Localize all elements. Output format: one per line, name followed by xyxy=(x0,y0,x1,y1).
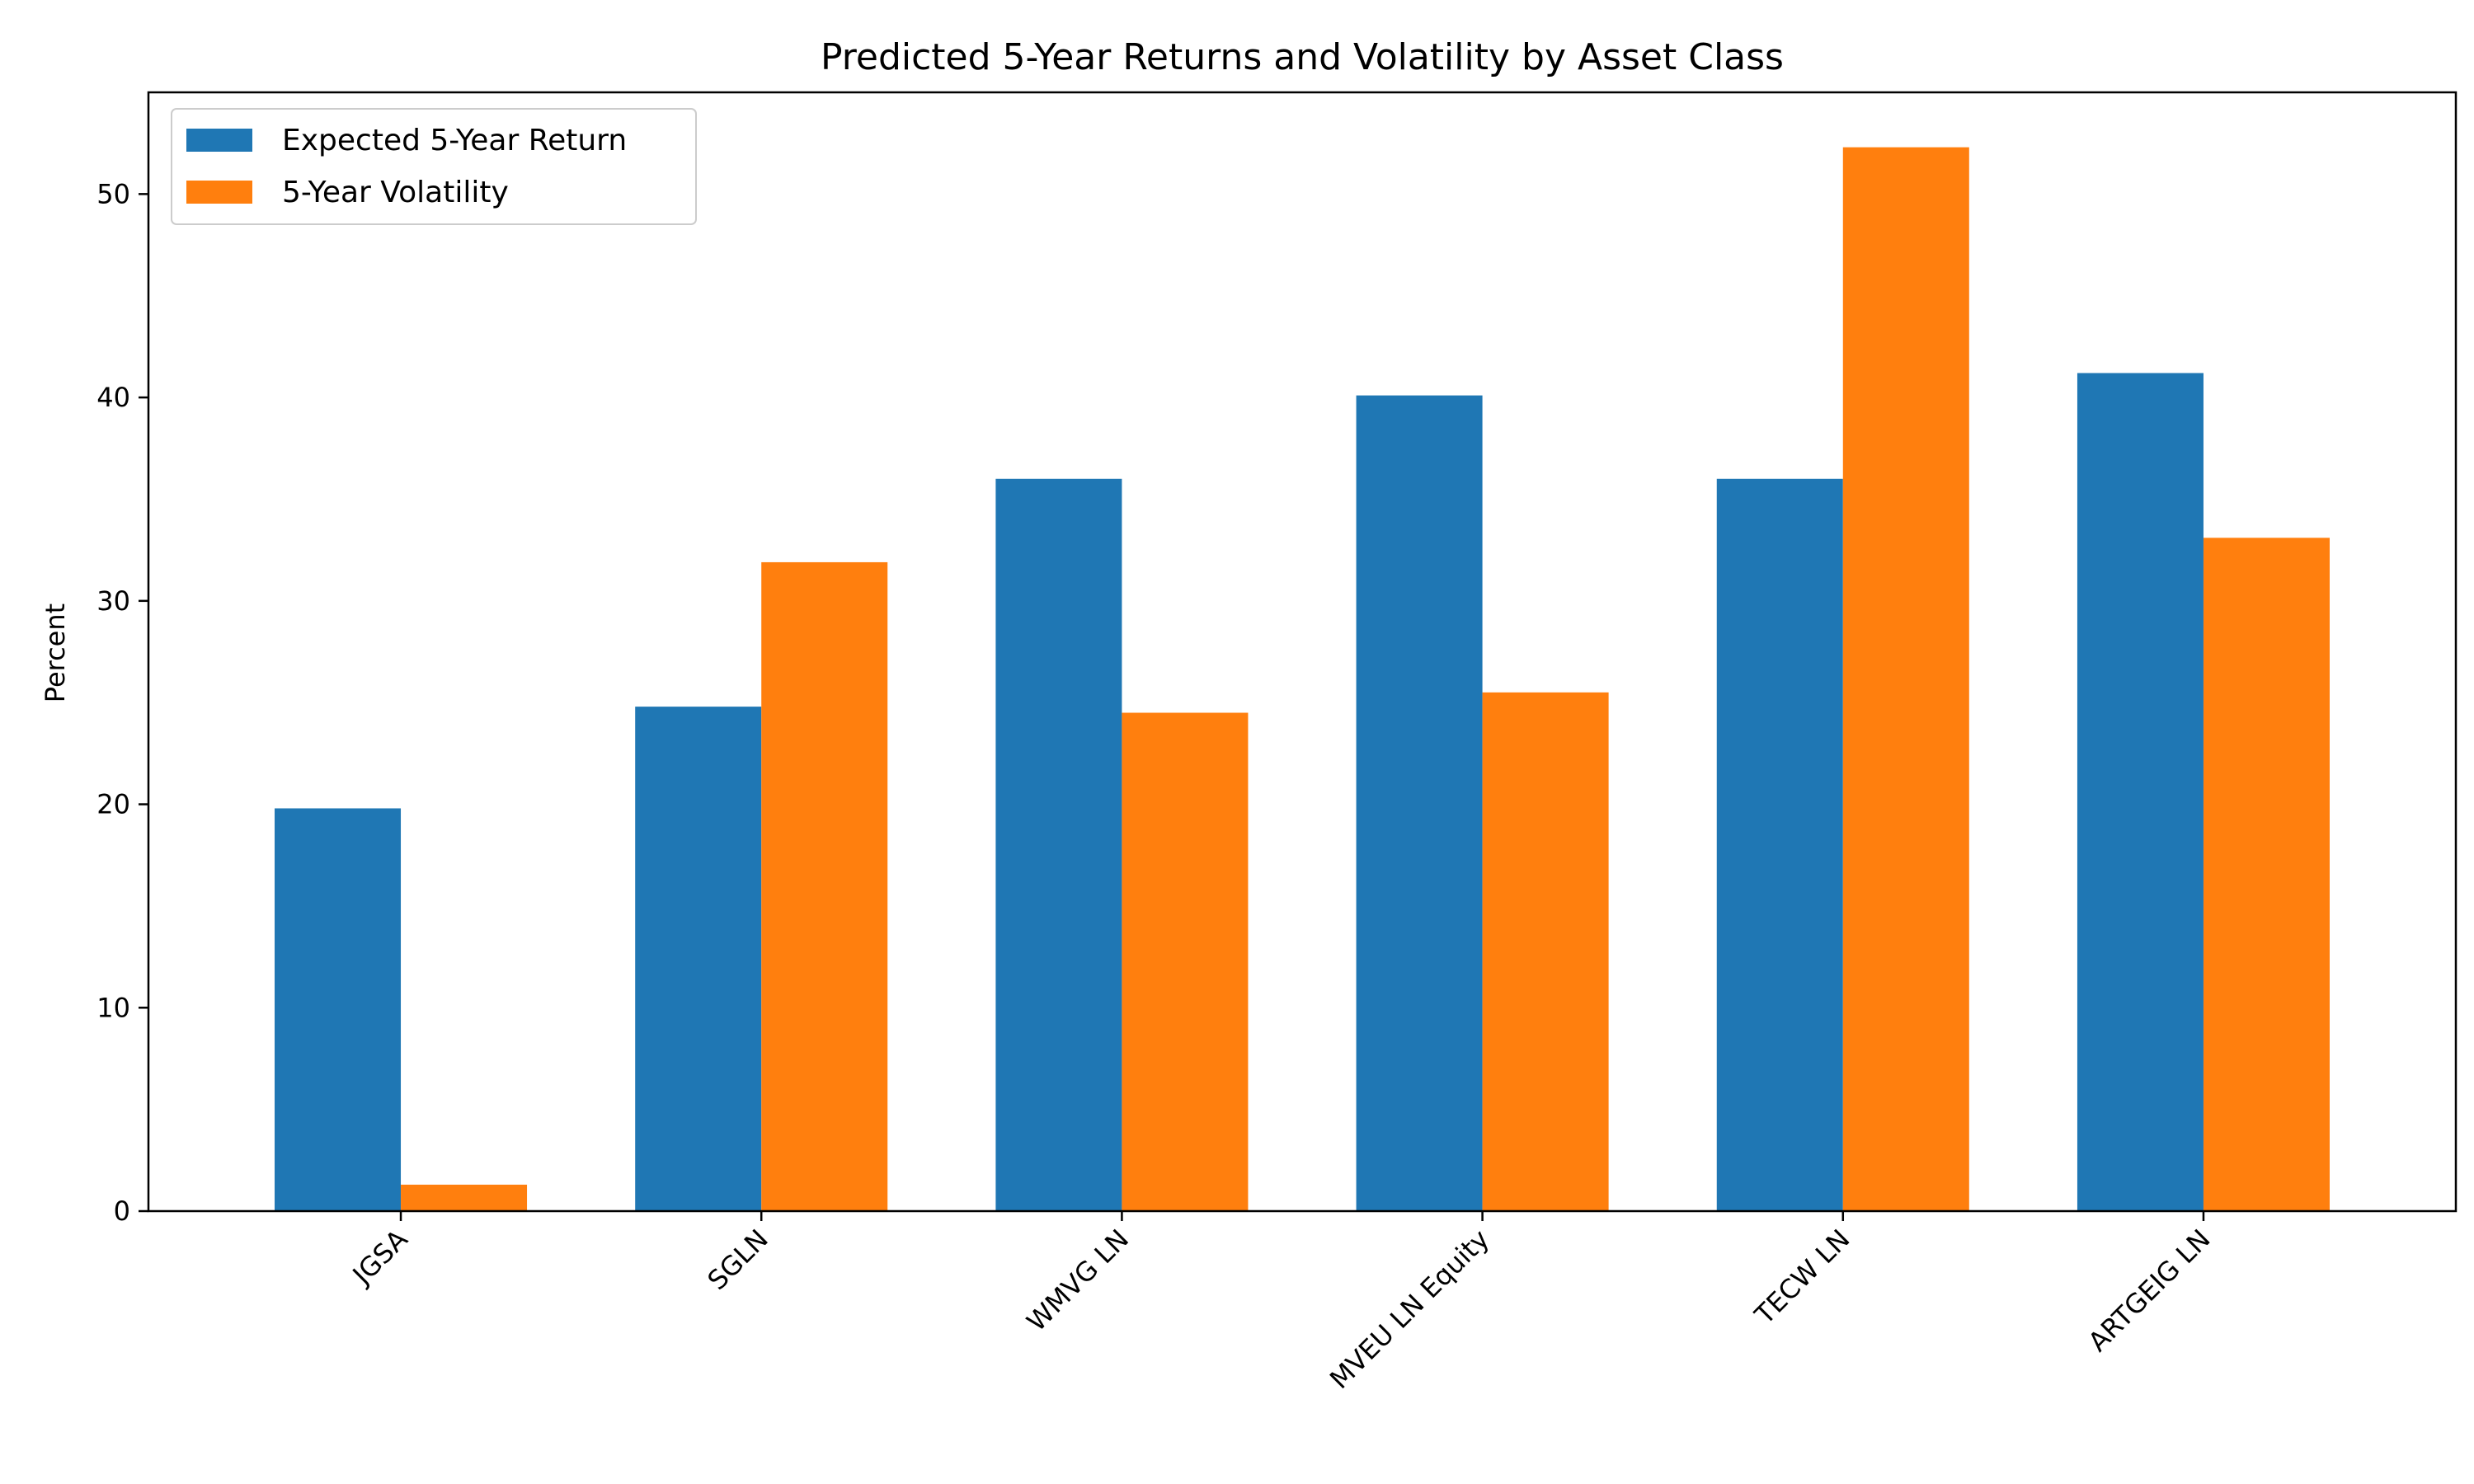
bar-series-1-1 xyxy=(761,561,888,1211)
x-tick-label-1: SGLN xyxy=(702,1223,774,1296)
y-tick-label-1: 10 xyxy=(96,992,130,1023)
bar-series-1-0 xyxy=(401,1184,528,1211)
legend: Expected 5-Year Return 5-Year Volatility xyxy=(171,108,697,225)
x-axis: JGSA SGLN WMVG LN MVEU LN Equity TECW LN ARTG… xyxy=(346,1211,2217,1395)
x-tick-label-5: ARTGEIG LN xyxy=(2082,1223,2217,1358)
bar-series-0-0 xyxy=(275,808,402,1211)
x-tick-label-3: MVEU LN Equity xyxy=(1324,1223,1495,1395)
y-tick-label-0: 0 xyxy=(114,1195,130,1227)
y-tick-label-2: 20 xyxy=(96,789,130,820)
bar-series-0-1 xyxy=(635,707,762,1211)
legend-box xyxy=(171,108,697,225)
plot-frame xyxy=(147,91,2458,1213)
legend-label-0: Expected 5-Year Return xyxy=(282,124,627,157)
chart-title: Predicted 5-Year Returns and Volatility … xyxy=(821,36,1784,78)
y-axis-label: Percent xyxy=(40,603,71,702)
bar-series-0-5 xyxy=(2077,373,2204,1211)
y-tick-label-3: 30 xyxy=(96,585,130,617)
bar-series-0-2 xyxy=(995,478,1122,1211)
bar-series-1-3 xyxy=(1482,692,1609,1211)
y-tick-label-5: 50 xyxy=(96,178,130,209)
x-tick-label-4: TECW LN xyxy=(1748,1223,1856,1331)
bar-series-0-3 xyxy=(1356,395,1483,1211)
legend-swatch-1 xyxy=(186,181,252,204)
bar-series-1-2 xyxy=(1122,712,1249,1211)
bar-series-0-4 xyxy=(1716,478,1843,1211)
legend-swatch-0 xyxy=(186,129,252,152)
bar-series-1-4 xyxy=(1842,147,1969,1212)
y-axis: 0 10 20 30 40 50 xyxy=(96,178,148,1227)
bars-layer xyxy=(275,147,2330,1212)
bar-series-1-5 xyxy=(2203,538,2330,1211)
x-tick-label-0: JGSA xyxy=(346,1223,414,1292)
x-tick-label-2: WMVG LN xyxy=(1021,1223,1136,1338)
y-tick-label-4: 40 xyxy=(96,382,130,413)
legend-label-1: 5-Year Volatility xyxy=(282,176,509,209)
